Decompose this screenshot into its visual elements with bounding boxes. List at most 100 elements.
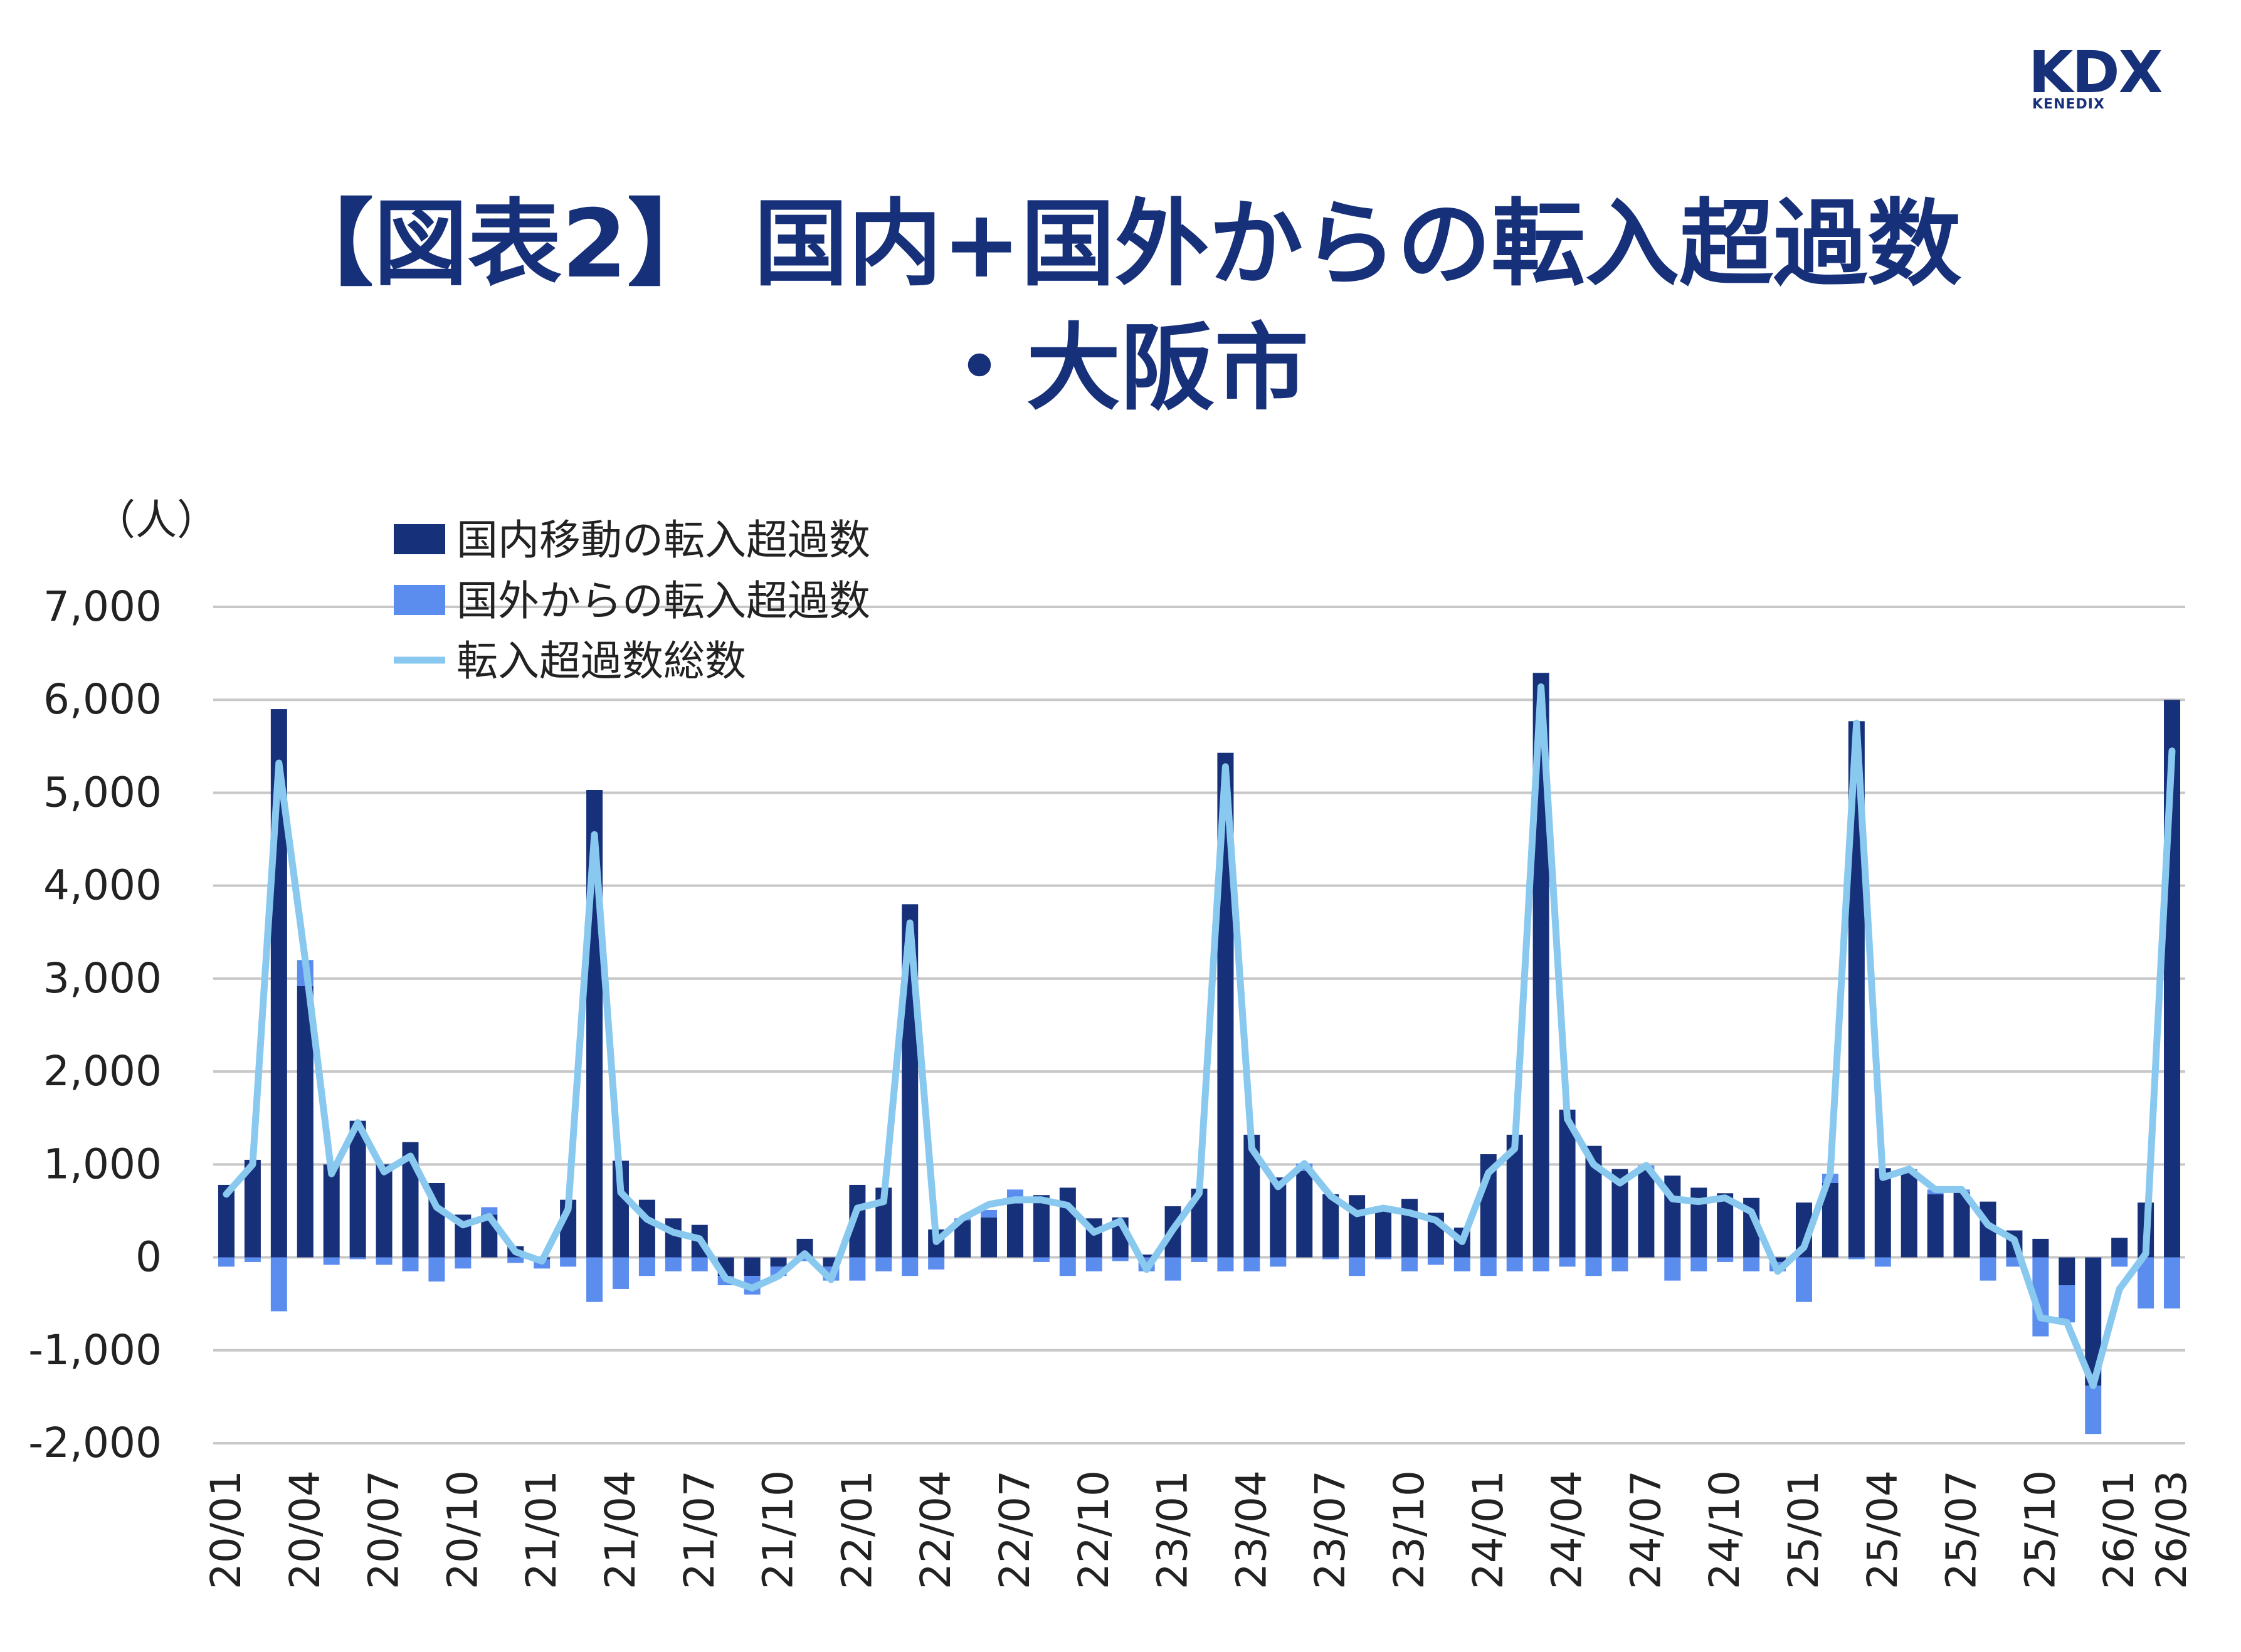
bar-foreign xyxy=(1506,1257,1523,1271)
bar-foreign xyxy=(1375,1257,1392,1260)
line-total xyxy=(223,683,2176,1389)
bar-foreign xyxy=(1743,1257,1760,1271)
bar-foreign xyxy=(1453,1257,1470,1271)
bar-foreign xyxy=(1848,1257,1865,1260)
bar-foreign xyxy=(1112,1257,1129,1261)
bar-foreign xyxy=(1795,1257,1812,1302)
bar-domestic xyxy=(1322,1194,1339,1258)
y-tick-label: 7,000 xyxy=(43,582,162,631)
legend-swatch-domestic xyxy=(394,524,445,554)
x-tick-label: 23/07 xyxy=(1306,1470,1354,1589)
bar-foreign xyxy=(2164,1257,2181,1309)
bar-foreign xyxy=(1980,1257,1996,1281)
bar-domestic xyxy=(1296,1171,1313,1258)
x-tick-label: 23/10 xyxy=(1385,1470,1433,1589)
bar-foreign xyxy=(902,1257,919,1276)
bar-foreign xyxy=(2085,1386,2102,1434)
chart-title-line1: 【図表2】 国内+国外からの転入超過数 xyxy=(279,190,1962,299)
bar-foreign xyxy=(1349,1257,1366,1276)
bar-foreign xyxy=(1664,1257,1681,1281)
bar-domestic xyxy=(1138,1255,1155,1258)
bar-foreign xyxy=(1322,1257,1339,1260)
bar-domestic xyxy=(744,1257,761,1276)
bar-foreign xyxy=(2059,1285,2075,1323)
bar-foreign xyxy=(270,1257,287,1312)
legend-label-total: 転入超過数総数 xyxy=(456,637,746,685)
bar-domestic xyxy=(1401,1199,1418,1258)
bar-foreign xyxy=(928,1257,945,1270)
bar-domestic xyxy=(1874,1168,1891,1258)
bar-foreign xyxy=(1427,1257,1444,1265)
bar-domestic xyxy=(1270,1177,1287,1258)
bar-foreign xyxy=(507,1257,524,1263)
x-tick-label: 22/07 xyxy=(991,1470,1039,1589)
y-tick-label: 1,000 xyxy=(43,1140,162,1188)
x-tick-label: 24/04 xyxy=(1543,1470,1591,1589)
bar-foreign xyxy=(1243,1257,1260,1271)
bar-foreign xyxy=(481,1207,498,1215)
legend-label-foreign: 国外からの転入超過数 xyxy=(456,577,870,625)
bar-foreign xyxy=(981,1209,998,1218)
bar-foreign xyxy=(1059,1257,1076,1276)
bar-domestic xyxy=(1375,1206,1392,1258)
x-tick-label: 24/07 xyxy=(1621,1470,1670,1589)
bar-foreign xyxy=(1191,1257,1208,1262)
x-tick-label: 25/07 xyxy=(1938,1470,1986,1589)
y-tick-label: 4,000 xyxy=(43,861,162,910)
bar-foreign xyxy=(1033,1257,1050,1262)
x-tick-label: 20/10 xyxy=(438,1470,487,1589)
bar-domestic xyxy=(1006,1203,1023,1258)
x-tick-label: 20/04 xyxy=(281,1470,329,1589)
x-tick-label: 24/01 xyxy=(1464,1470,1512,1589)
bar-domestic xyxy=(1059,1187,1076,1258)
bar-foreign xyxy=(796,1257,813,1261)
bar-domestic xyxy=(1901,1172,1917,1258)
bar-foreign xyxy=(349,1257,366,1260)
x-tick-label: 21/07 xyxy=(675,1470,724,1589)
x-tick-label: 25/01 xyxy=(1780,1470,1828,1589)
chart-title-line2: ・大阪市 xyxy=(932,314,1309,423)
bar-domestic xyxy=(1638,1170,1655,1258)
bar-foreign xyxy=(586,1257,603,1302)
bar-domestic xyxy=(638,1199,655,1258)
x-tick-label: 20/07 xyxy=(360,1470,408,1589)
bar-foreign xyxy=(875,1257,892,1271)
logo-sub-text: KENEDIX xyxy=(2032,97,2105,112)
bar-foreign xyxy=(2111,1257,2128,1267)
kdx-logo: KDX KENEDIX xyxy=(2028,44,2185,113)
bar-foreign xyxy=(1585,1257,1602,1276)
bar-foreign xyxy=(560,1257,577,1267)
x-tick-label: 24/10 xyxy=(1701,1470,1749,1589)
x-tick-label: 26/03 xyxy=(2148,1470,2196,1589)
x-tick-label: 26/01 xyxy=(2095,1470,2143,1589)
bar-foreign xyxy=(1690,1257,1707,1271)
bar-foreign xyxy=(218,1257,235,1267)
bar-foreign xyxy=(1085,1257,1102,1271)
bar-foreign xyxy=(428,1257,445,1282)
x-tick-label: 23/04 xyxy=(1227,1470,1275,1589)
bar-domestic xyxy=(349,1120,366,1258)
y-tick-label: 6,000 xyxy=(43,675,162,723)
bar-foreign xyxy=(402,1257,419,1271)
x-tick-label: 23/01 xyxy=(1149,1470,1197,1589)
bar-foreign xyxy=(665,1257,682,1271)
bar-domestic xyxy=(1927,1194,1944,1258)
bar-domestic xyxy=(1953,1192,1970,1258)
y-tick-label: -1,000 xyxy=(28,1326,162,1374)
y-tick-label: -2,000 xyxy=(28,1419,162,1467)
bar-domestic xyxy=(244,1159,261,1258)
bar-domestic xyxy=(2032,1238,2049,1258)
x-tick-label: 22/01 xyxy=(833,1470,881,1589)
bar-foreign xyxy=(1559,1257,1576,1267)
x-tick-label: 25/10 xyxy=(2016,1470,2064,1589)
y-tick-label: 3,000 xyxy=(43,954,162,1002)
bar-domestic xyxy=(323,1164,340,1258)
bar-foreign xyxy=(1480,1257,1497,1276)
bar-domestic xyxy=(2111,1238,2128,1258)
bar-domestic xyxy=(1769,1257,1786,1262)
bar-foreign xyxy=(376,1257,393,1265)
x-tick-label: 21/01 xyxy=(517,1470,566,1589)
bar-foreign xyxy=(1611,1257,1628,1271)
bar-foreign xyxy=(1401,1257,1418,1271)
